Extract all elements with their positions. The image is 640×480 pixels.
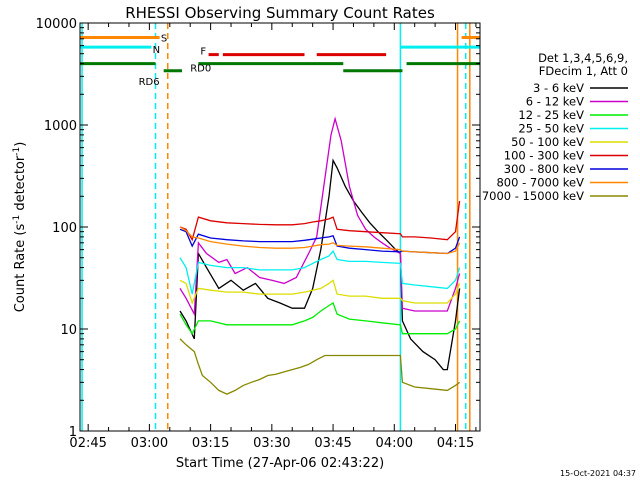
x-tick-label-5: 04:00 [376, 436, 413, 451]
legend-label-4: 50 - 100 keV [511, 135, 584, 149]
legend-label-3: 25 - 50 keV [518, 122, 584, 136]
footer-timestamp: 15-Oct-2021 04:37 [560, 469, 636, 478]
x-tick-label-0: 02:45 [69, 436, 106, 451]
series-line-3 [179, 249, 461, 295]
series-line-2 [179, 302, 461, 335]
x-tick-label-3: 03:30 [253, 436, 290, 451]
segment-label-n: N [153, 45, 160, 56]
series-line-6 [179, 228, 461, 255]
segment-label-rd0: RD0 [190, 64, 211, 75]
y-tick-label-0: 1 [69, 425, 77, 440]
y-tick-label-2: 100 [52, 221, 77, 236]
segment-label-rd6: RD6 [139, 77, 160, 88]
series-line-0 [179, 158, 461, 371]
series-line-7 [179, 226, 461, 255]
series-line-5 [179, 200, 461, 242]
y-axis-label-main: Count Rate (s [13, 224, 28, 313]
segment-label-s: S [161, 34, 167, 45]
legend-label-8: 7000 - 15000 keV [482, 189, 584, 203]
x-tick-label-2: 03:15 [192, 436, 229, 451]
legend-label-7: 800 - 7000 keV [496, 176, 584, 190]
legend-label-2: 12 - 25 keV [518, 108, 584, 122]
legend-label-5: 100 - 300 keV [504, 149, 584, 163]
y-axis-label-sup2: -1 [12, 147, 22, 156]
legend-label-0: 3 - 6 keV [533, 81, 584, 95]
series-line-1 [179, 116, 461, 317]
legend-label-1: 6 - 12 keV [526, 95, 584, 109]
legend-header-0: Det 1,3,4,5,6,9, [538, 51, 628, 65]
segment-label-f: F [200, 47, 206, 58]
y-axis-label-sup1: -1 [12, 215, 22, 224]
legend-header-1: FDecim 1, Att 0 [539, 64, 628, 78]
y-tick-label-3: 1000 [44, 119, 77, 134]
x-tick-label-1: 03:00 [131, 436, 168, 451]
y-axis-label-end: ) [13, 142, 28, 147]
y-tick-label-1: 10 [60, 323, 77, 338]
series-line-4 [179, 279, 461, 305]
legend-label-6: 300 - 800 keV [504, 162, 584, 176]
y-tick-label-4: 10000 [36, 17, 77, 32]
y-axis-label: Count Rate (s-1 detector-1) [12, 142, 28, 313]
series-line-8 [179, 338, 460, 395]
axis-ticks: 02:45 03:00 03:15 03:30 03:45 04:00 04:15 1 10 10… [36, 17, 480, 451]
x-tick-label-6: 04:15 [437, 436, 474, 451]
legend: Det 1,3,4,5,6,9,FDecim 1, Att 0 3 - 6 keV… [482, 51, 628, 203]
chart-title: RHESSI Observing Summary Count Rates [125, 4, 435, 22]
x-axis-label: Start Time (27-Apr-06 02:43:22) [176, 456, 384, 471]
y-axis-label-mid: detector [13, 155, 28, 215]
x-tick-label-4: 03:45 [314, 436, 351, 451]
